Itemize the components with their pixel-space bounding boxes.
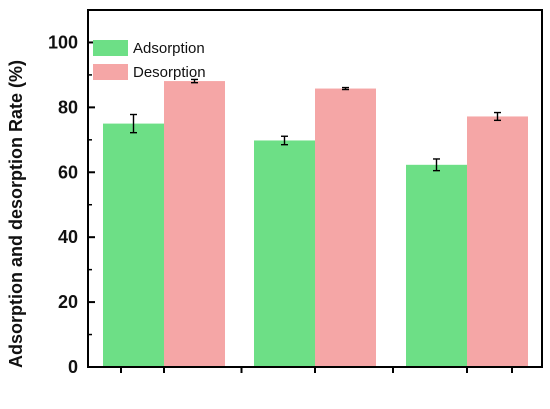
y-tick-label: 60: [58, 162, 78, 182]
y-tick-label: 20: [58, 292, 78, 312]
error-bar-desorption-1: [191, 78, 198, 84]
legend-swatch-desorption: [93, 64, 128, 80]
y-tick-label: 100: [48, 32, 78, 52]
bar-desorption-2: [315, 88, 376, 367]
y-tick-label: 80: [58, 97, 78, 117]
error-bars-layer: [130, 78, 501, 172]
bar-desorption-3: [467, 116, 528, 367]
bar-adsorption-1: [103, 123, 164, 367]
error-bar-adsorption-2: [281, 135, 288, 146]
legend-label-desorption: Desorption: [133, 64, 206, 81]
legend-label-adsorption: Adsorption: [133, 40, 205, 57]
error-bar-desorption-2: [342, 86, 349, 91]
y-tick-label: 0: [68, 357, 78, 377]
bar-adsorption-3: [406, 164, 467, 367]
error-bar-adsorption-3: [433, 158, 440, 172]
bar-adsorption-2: [254, 140, 315, 367]
bars-layer: [103, 81, 528, 368]
bar-desorption-1: [164, 81, 225, 368]
legend-swatch-adsorption: [93, 40, 128, 56]
y-axis-title: Adsorption and desorption Rate (%): [6, 60, 26, 368]
error-bar-desorption-3: [494, 111, 501, 122]
y-ticks-layer: 0 20 40 60 80 100: [48, 32, 513, 377]
error-bar-adsorption-1: [130, 113, 137, 134]
y-tick-label: 40: [58, 227, 78, 247]
legend: Adsorption Desorption: [93, 40, 206, 81]
